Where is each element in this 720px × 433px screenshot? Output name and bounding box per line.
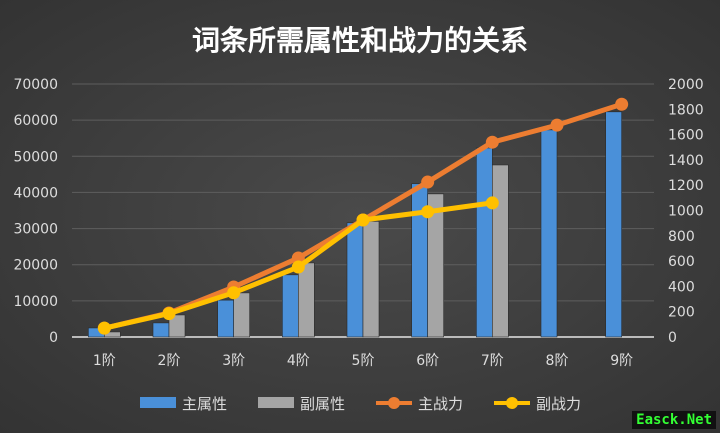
legend-marker: [388, 397, 400, 409]
y-right-tick: 1200: [668, 178, 704, 194]
point-副战力: [97, 321, 111, 335]
bar-副属性: [168, 314, 186, 338]
point-副战力: [291, 260, 305, 274]
bar-主属性: [282, 274, 299, 338]
x-tick: 3阶: [222, 353, 245, 369]
y-left-tick: 30000: [13, 222, 58, 238]
x-tick: 9阶: [610, 353, 633, 369]
chart-title: 词条所需属性和战力的关系: [192, 24, 528, 57]
bar-主属性: [540, 129, 558, 338]
bar-主属性: [476, 147, 493, 338]
legend-label: 副战力: [536, 395, 581, 413]
y-right-tick: 1400: [668, 153, 704, 169]
point-副战力: [356, 213, 370, 227]
x-tick: 6阶: [416, 353, 439, 369]
y-left-tick: 20000: [13, 258, 58, 274]
y-left-tick: 70000: [13, 77, 58, 93]
y-right-tick: 2000: [668, 77, 704, 93]
y-right-tick: 200: [668, 305, 695, 321]
x-tick: 7阶: [481, 353, 504, 369]
point-主战力: [550, 118, 564, 132]
point-主战力: [485, 135, 499, 149]
bar-副属性: [298, 262, 315, 338]
y-left-tick: 50000: [13, 149, 58, 165]
bar-副属性: [492, 164, 509, 338]
bar-主属性: [346, 222, 364, 338]
legend-label: 主属性: [182, 395, 227, 413]
y-right-tick: 1800: [668, 102, 704, 118]
point-副战力: [485, 196, 499, 210]
bar-副属性: [362, 221, 380, 338]
point-副战力: [162, 307, 176, 321]
y-right-tick: 1000: [668, 204, 704, 220]
point-主战力: [291, 251, 305, 265]
point-副战力: [421, 205, 435, 219]
legend-swatch: [258, 397, 294, 408]
watermark: Easck.Net: [632, 411, 716, 429]
x-tick: 5阶: [352, 353, 375, 369]
legend-swatch: [140, 397, 176, 408]
point-主战力: [421, 175, 435, 189]
bar-主属性: [152, 322, 170, 338]
y-left-tick: 0: [49, 330, 58, 346]
y-right-tick: 1600: [668, 128, 704, 144]
y-left-tick: 10000: [13, 294, 58, 310]
y-left-tick: 60000: [13, 113, 58, 129]
y-right-tick: 0: [668, 330, 677, 346]
bar-主属性: [217, 299, 234, 338]
y-right-tick: 400: [668, 279, 695, 295]
point-副战力: [227, 286, 241, 300]
y-right-tick: 800: [668, 229, 695, 245]
legend-marker: [506, 397, 518, 409]
x-tick: 2阶: [158, 353, 181, 369]
bar-主属性: [605, 111, 622, 338]
x-tick: 8阶: [546, 353, 569, 369]
x-tick: 4阶: [287, 353, 310, 369]
legend-label: 副属性: [300, 395, 345, 413]
x-tick: 1阶: [93, 353, 116, 369]
point-主战力: [615, 97, 629, 111]
bar-副属性: [427, 193, 444, 338]
bar-副属性: [233, 292, 250, 338]
legend-label: 主战力: [418, 395, 463, 413]
y-left-tick: 40000: [13, 185, 58, 201]
y-right-tick: 600: [668, 254, 695, 270]
